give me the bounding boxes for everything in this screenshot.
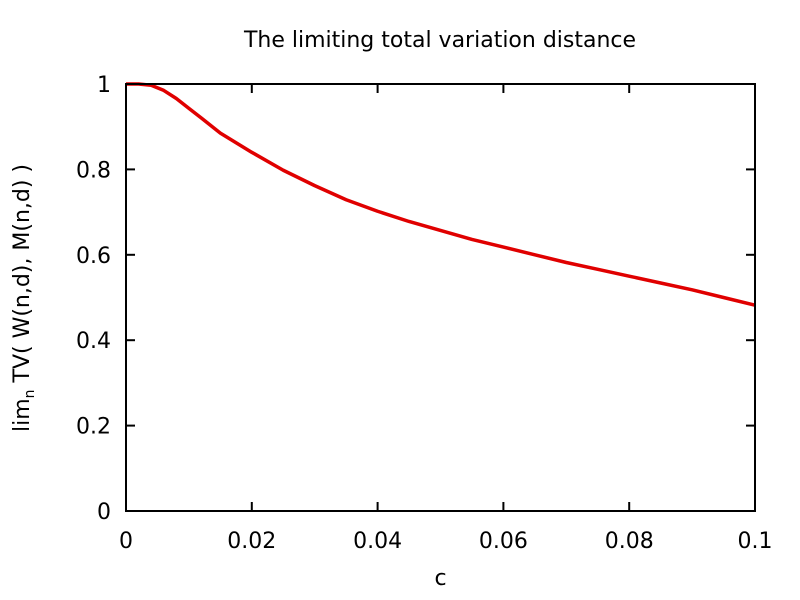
y-axis-label-subscript: n (22, 389, 39, 399)
y-tick-label: 0.8 (76, 158, 111, 183)
plot-frame (125, 83, 756, 512)
y-tick-label: 0.6 (76, 244, 111, 269)
tick-labels: 0 0.02 0.04 0.06 0.08 0.1 0 0.2 0.4 0.6 0.8 1 (76, 73, 773, 554)
x-tick-label: 0.1 (738, 529, 773, 554)
x-tick-label: 0.06 (479, 529, 528, 554)
x-tick-label: 0.04 (353, 529, 402, 554)
x-tick-label: 0.08 (605, 529, 654, 554)
ticks (125, 83, 756, 512)
y-tick-label: 1 (97, 73, 111, 98)
series-line (126, 82, 756, 307)
y-axis-label-suffix: TV( W(n,d), M(n,d) ) (9, 163, 35, 390)
x-tick-label: 0.02 (227, 529, 276, 554)
x-axis-label: c (434, 566, 447, 591)
x-tick-label: 0 (119, 529, 133, 554)
y-tick-label: 0.4 (76, 329, 111, 354)
chart-title: The limiting total variation distance (243, 28, 637, 53)
y-tick-label: 0.2 (76, 415, 111, 440)
y-tick-label: 0 (97, 500, 111, 525)
y-axis-label: limn TV( W(n,d), M(n,d) ) (10, 164, 38, 432)
y-axis-label-prefix: lim (9, 398, 35, 433)
